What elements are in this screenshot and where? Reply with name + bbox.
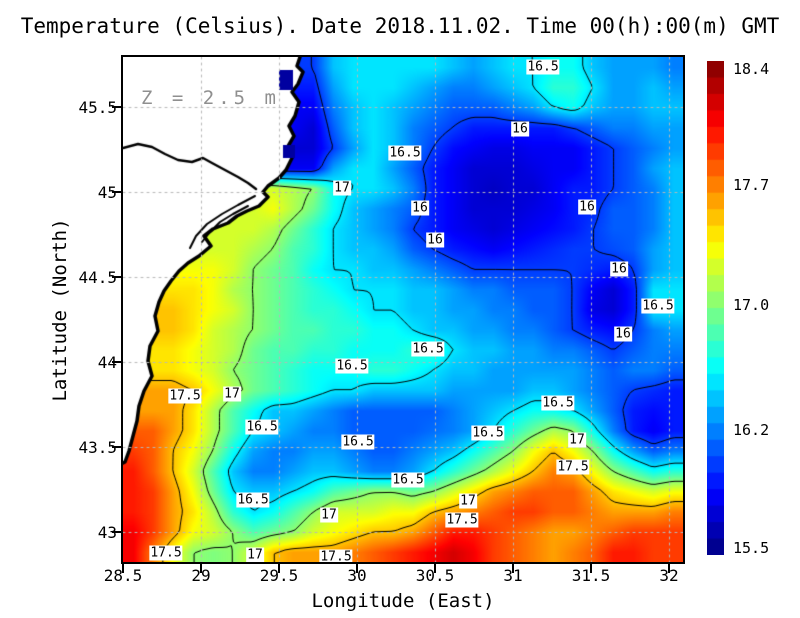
y-tick-mark	[112, 360, 121, 363]
y-tick-mark	[112, 275, 121, 278]
contour-label: 16.5	[471, 425, 505, 441]
contour-label: 16.5	[341, 434, 375, 450]
contour-label: 16.5	[245, 419, 279, 435]
y-tick-label: 43.5	[78, 437, 117, 457]
contour-label: 16.5	[641, 298, 675, 314]
contour-label: 16	[614, 326, 632, 342]
x-tick-label: 31.5	[571, 566, 611, 585]
map-panel: 16.5 16 16.5 17 16 16 16 16 16.5 16 16.5 16.5 17.5 17…	[123, 57, 683, 562]
contour-label: 17	[568, 432, 586, 448]
x-tick-label: 28.5	[103, 566, 143, 585]
x-tick-mark	[199, 564, 202, 573]
contour-label: 16	[411, 200, 429, 216]
colorbar	[707, 61, 724, 555]
y-tick-mark	[112, 190, 121, 193]
depth-annotation: Z = 2.5 m	[141, 87, 280, 109]
contour-label: 16	[610, 261, 628, 277]
chart-title: Temperature (Celsius). Date 2018.11.02. …	[20, 14, 780, 38]
x-tick-mark	[667, 564, 670, 573]
y-tick-label: 44.5	[78, 267, 117, 287]
x-axis-label: Longitude (East)	[311, 590, 495, 612]
x-tick-mark	[433, 564, 436, 573]
contour-label: 16.5	[526, 59, 560, 75]
contour-label: 17.5	[445, 512, 479, 528]
contour-label: 16.5	[335, 358, 369, 374]
contour-label: 17	[246, 547, 264, 562]
contour-label: 16.5	[391, 472, 425, 488]
x-tick-label: 31	[503, 566, 523, 585]
x-tick-mark	[355, 564, 358, 573]
x-tick-mark	[511, 564, 514, 573]
contour-label: 17.5	[319, 549, 353, 562]
contour-label: 16.5	[388, 145, 422, 161]
y-tick-mark	[112, 105, 121, 108]
y-tick-label: 45.5	[78, 97, 117, 117]
y-tick-label: 45	[97, 182, 117, 202]
contour-label: 17	[333, 180, 351, 196]
x-tick-label: 29.5	[259, 566, 299, 585]
colorbar-tick-label: 17.0	[733, 296, 770, 315]
colorbar-tick-label: 16.2	[733, 421, 770, 440]
colorbar-tick-label: 15.5	[733, 538, 770, 557]
colorbar-tick-label: 18.4	[733, 59, 770, 78]
y-tick-mark	[112, 445, 121, 448]
y-tick-label: 44	[97, 352, 117, 372]
colorbar-tick-label: 17.7	[733, 175, 770, 194]
contour-label: 17.5	[556, 459, 590, 475]
x-tick-mark	[122, 564, 124, 573]
contour-label: 16	[426, 232, 444, 248]
y-tick-mark	[112, 530, 121, 533]
contour-label: 16	[578, 199, 596, 215]
contour-label: 16.5	[236, 492, 270, 508]
y-axis-label: Latitude (North)	[49, 218, 71, 402]
contour-label: 17	[223, 386, 241, 402]
contour-label: 16	[511, 121, 529, 137]
contour-label: 16.5	[541, 395, 575, 411]
x-tick-label: 32	[659, 566, 679, 585]
x-tick-label: 29	[191, 566, 211, 585]
contour-label: 17	[459, 493, 477, 509]
x-tick-label: 30.5	[415, 566, 455, 585]
x-tick-label: 30	[347, 566, 367, 585]
contour-label: 17.5	[149, 545, 183, 561]
x-tick-mark	[589, 564, 592, 573]
contour-label: 17	[320, 507, 338, 523]
x-tick-mark	[277, 564, 280, 573]
contour-label: 17.5	[168, 388, 202, 404]
y-tick-label: 43	[97, 522, 117, 542]
contour-label: 16.5	[411, 341, 445, 357]
plot-area: 16.5 16 16.5 17 16 16 16 16 16.5 16 16.5 16.5 17.5 17…	[121, 55, 685, 564]
